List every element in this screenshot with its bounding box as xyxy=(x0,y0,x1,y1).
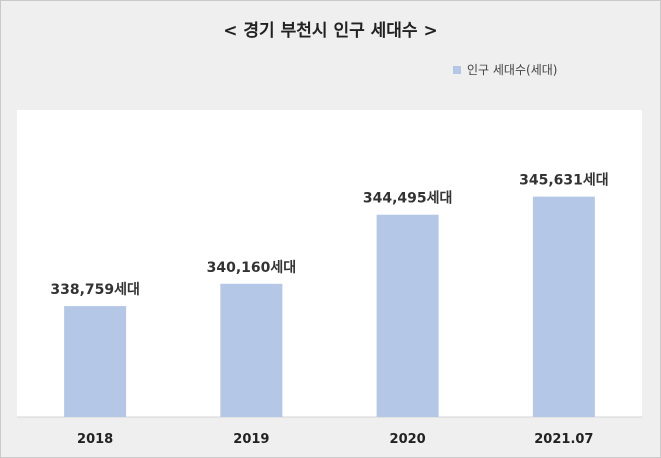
legend-label: 인구 세대수(세대) xyxy=(467,63,558,77)
bar-2021.07 xyxy=(532,196,595,417)
data-label-2019: 340,160세대 xyxy=(207,260,297,276)
bar-2018 xyxy=(64,306,127,417)
data-label-2018: 338,759세대 xyxy=(50,282,140,298)
x-tick-2018: 2018 xyxy=(77,432,113,447)
x-tick-2021.07: 2021.07 xyxy=(534,432,593,447)
legend-swatch xyxy=(453,65,461,74)
chart-legend: 인구 세대수(세대) xyxy=(453,61,557,78)
bar-2020 xyxy=(376,214,439,417)
chart-title: < 경기 부천시 인구 세대수 > xyxy=(223,21,438,41)
x-tick-2020: 2020 xyxy=(390,432,426,447)
bar-2019 xyxy=(220,283,283,417)
data-label-2020: 344,495세대 xyxy=(363,191,453,207)
data-label-2021.07: 345,631세대 xyxy=(519,173,609,189)
x-tick-2019: 2019 xyxy=(233,432,269,447)
